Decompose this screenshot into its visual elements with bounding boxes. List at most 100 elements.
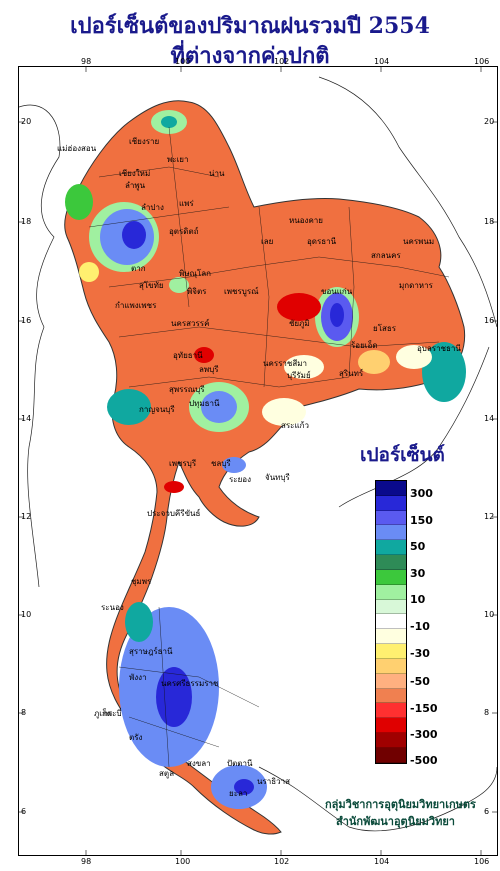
legend-swatch [376, 555, 406, 570]
province-label: พิษณุโลก [179, 269, 212, 278]
province-label: ปทุมธานี [189, 399, 220, 408]
legend-swatch [376, 540, 406, 556]
province-label: แม่ฮ่องสอน [57, 144, 97, 153]
province-label: ขอนแก่น [321, 287, 353, 296]
lat-label: 8 [21, 708, 27, 717]
province-label: สุโขทัย [139, 281, 164, 290]
province-label: ตรัง [129, 733, 143, 742]
legend-swatch [376, 718, 406, 734]
lat-label: 20 [21, 117, 32, 126]
lon-label-bottom: 100 [175, 857, 191, 866]
province-label: ลพบุรี [199, 365, 219, 374]
lat-label-right: 20 [484, 117, 495, 126]
province-label: น่าน [209, 169, 225, 178]
province-label: หนองคาย [289, 216, 323, 225]
province-label: กาญจนบุรี [139, 405, 175, 414]
province-label: อุดรธานี [307, 237, 337, 246]
legend-swatch [376, 569, 406, 585]
province-label: ระยอง [229, 475, 251, 484]
province-label: ชุมพร [131, 577, 152, 586]
lon-label: 100 [175, 57, 191, 66]
legend-label: 30 [410, 567, 426, 580]
province-label: เพชรบูรณ์ [224, 287, 259, 296]
legend-swatch [376, 614, 406, 630]
province-label: นครศรีธรรมราช [161, 679, 219, 688]
lat-label-right: 16 [484, 316, 495, 325]
province-label: เชียงใหม่ [119, 169, 151, 178]
province-label: ยโสธร [373, 324, 397, 333]
map-title-line1: เปอร์เซ็นต์ของปริมาณฝนรวมปี 2554 [70, 13, 430, 39]
lat-label-right: 14 [484, 414, 495, 423]
map-frame: 98 100 102 104 106 98 100 102 104 106 20… [18, 57, 498, 866]
lon-label-bottom: 102 [274, 857, 290, 866]
province-label: สระแก้ว [281, 421, 309, 430]
legend-swatch [376, 733, 406, 748]
legend-swatch [376, 629, 406, 645]
anomaly-patches [65, 110, 466, 809]
lon-label-bottom: 104 [374, 857, 390, 866]
province-label: ชัยภูมิ [289, 319, 310, 328]
legend-swatch [376, 658, 406, 674]
province-label: พังงา [129, 673, 147, 682]
province-label: สุรินทร์ [339, 369, 364, 378]
legend-swatch [376, 510, 406, 526]
province-label: กระบี่ [103, 709, 122, 718]
legend-swatch [376, 673, 406, 689]
province-label: สกลนคร [371, 251, 401, 260]
province-label: สุราษฎร์ธานี [129, 647, 173, 656]
legend-swatch [376, 599, 406, 615]
credit-line2: สำนักพัฒนาอุตุนิยมวิทยา [336, 815, 455, 828]
rainfall-map [18, 67, 498, 855]
lon-label: 102 [274, 57, 290, 66]
province-label: กำแพงเพชร [115, 301, 157, 310]
legend-label: 300 [410, 487, 433, 500]
map-title-line2: ที่ต่างจากค่าปกติ [170, 43, 330, 69]
legend-label: -30 [410, 647, 430, 660]
legend-color-scale [375, 480, 407, 764]
province-label: อุตรดิตถ์ [169, 227, 199, 236]
province-label: สตูล [159, 769, 174, 778]
lon-label-bottom: 106 [474, 857, 490, 866]
lon-label: 104 [374, 57, 390, 66]
lat-label: 12 [21, 512, 32, 521]
legend-label: -50 [410, 675, 430, 688]
legend-label: -300 [410, 728, 438, 741]
legend-swatch [376, 747, 406, 763]
legend-title: เปอร์เซ็นต์ [360, 444, 445, 466]
province-label: ตาก [131, 264, 146, 273]
legend-label: 150 [410, 514, 433, 527]
province-label: ลำพูน [125, 181, 146, 190]
legend-label: 50 [410, 540, 426, 553]
legend-swatch [376, 584, 406, 600]
neighbor-borders [18, 76, 498, 832]
province-label: นราธิวาส [257, 777, 291, 786]
province-label: มุกดาหาร [399, 281, 433, 290]
legend-swatch [376, 481, 406, 496]
province-borders [88, 126, 450, 768]
lat-label-right: 12 [484, 512, 495, 521]
legend-swatch [376, 525, 406, 541]
lat-label-right: 10 [484, 610, 495, 619]
province-label: ปัตตานี [227, 759, 253, 768]
legend-label: -10 [410, 620, 430, 633]
province-label: ลำปาง [141, 203, 164, 212]
province-label: แพร่ [179, 199, 194, 208]
lat-label: 6 [21, 807, 27, 816]
province-label: ยะลา [229, 789, 248, 798]
legend-label: -500 [410, 754, 438, 767]
credit-line1: กลุ่มวิชาการอุตุนิยมวิทยาเกษตร [325, 798, 476, 811]
legend-swatch [376, 495, 406, 511]
province-label: บุรีรัมย์ [287, 371, 311, 380]
province-label: ชลบุรี [211, 459, 231, 468]
lon-label: 106 [474, 57, 490, 66]
province-label: เชียงราย [129, 137, 160, 146]
province-label: เลย [261, 237, 274, 246]
legend-swatch [376, 644, 406, 659]
lat-label-right: 8 [484, 708, 490, 717]
legend-swatch [376, 688, 406, 704]
lat-label: 16 [21, 316, 32, 325]
lat-label: 10 [21, 610, 32, 619]
province-label: เพชรบุรี [169, 459, 197, 468]
lat-label: 14 [21, 414, 32, 423]
lat-label: 18 [21, 217, 32, 226]
